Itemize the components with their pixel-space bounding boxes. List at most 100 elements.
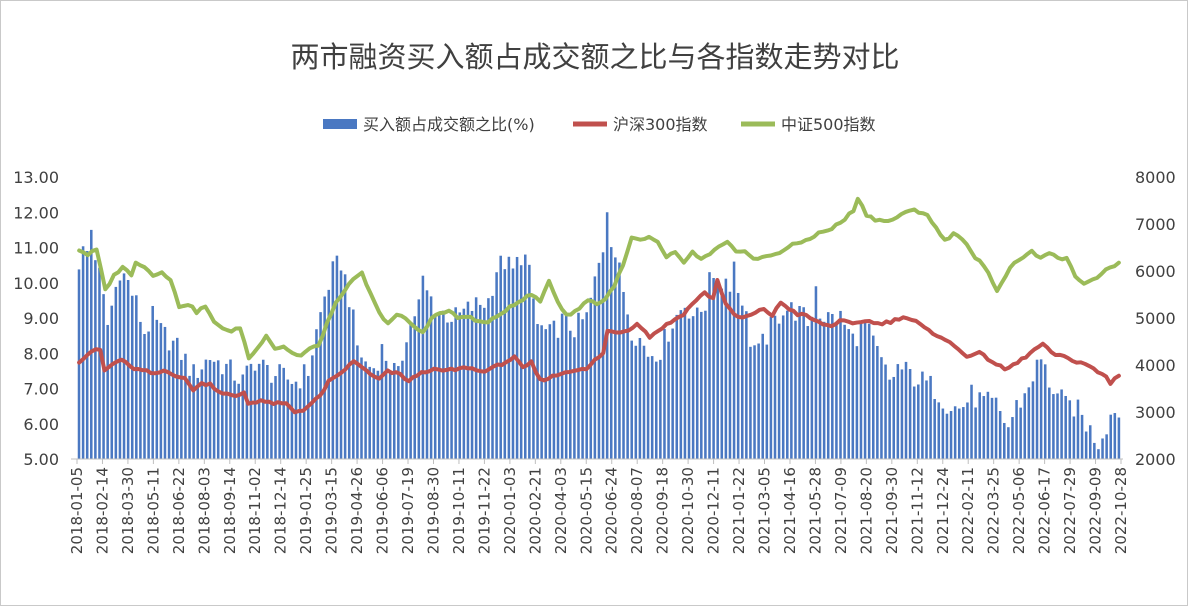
bar — [1093, 442, 1096, 459]
x-tick-label: 2020-06-24 — [603, 467, 621, 554]
bar — [1015, 400, 1018, 459]
y-left-tick-label: 5.00 — [23, 450, 59, 469]
bar — [786, 310, 789, 459]
bar — [1048, 387, 1051, 459]
bar — [286, 379, 290, 459]
bar — [814, 286, 818, 459]
y-axis-right: 8000 7000 6000 5000 4000 3000 2000 — [1135, 168, 1176, 469]
bar — [880, 357, 883, 459]
bar — [855, 346, 859, 459]
y-left-tick-label: 11.00 — [13, 239, 59, 258]
bar — [454, 307, 457, 459]
bar — [405, 342, 408, 459]
bar — [851, 333, 855, 459]
bar — [536, 324, 539, 459]
bar — [208, 360, 212, 459]
bar — [196, 377, 200, 459]
bar — [609, 247, 613, 459]
y-left-tick-label: 7.00 — [23, 380, 59, 399]
bar — [491, 295, 494, 459]
bar — [1105, 434, 1108, 459]
bar — [1027, 387, 1031, 459]
bar — [544, 329, 548, 459]
bar — [589, 297, 593, 459]
bar — [986, 391, 990, 459]
bar — [826, 312, 830, 459]
bar — [1011, 417, 1014, 459]
bar — [663, 328, 666, 459]
line-zz500 — [77, 196, 1121, 361]
bar — [397, 366, 400, 459]
bar — [233, 380, 236, 459]
bar — [548, 324, 552, 459]
bar — [507, 256, 511, 459]
bar — [634, 345, 638, 459]
bar — [982, 396, 986, 459]
bar — [474, 297, 478, 459]
bar — [429, 296, 433, 459]
bar — [642, 345, 646, 459]
bar — [143, 334, 146, 459]
bar — [773, 315, 777, 459]
bar — [769, 317, 773, 459]
x-tick-label: 2018-02-14 — [93, 467, 111, 554]
bar — [704, 310, 707, 459]
bar — [540, 325, 543, 459]
bar — [106, 324, 109, 459]
y-right-tick-label: 6000 — [1135, 262, 1176, 281]
bar — [745, 311, 748, 459]
bar — [712, 278, 715, 459]
bar — [962, 407, 965, 459]
bar — [307, 375, 310, 459]
bar — [1101, 438, 1104, 459]
x-axis: 2018-01-05 2018-02-14 2018-03-30 2018-05-11… — [68, 459, 1130, 554]
bar — [438, 311, 441, 459]
bar — [401, 360, 404, 459]
x-tick-label: 2021-09-30 — [883, 467, 901, 554]
bar — [937, 402, 941, 459]
bar — [618, 262, 621, 459]
bar — [1109, 414, 1112, 459]
bar — [278, 364, 281, 459]
bar — [822, 321, 826, 459]
bar — [597, 262, 601, 459]
bar — [831, 313, 834, 459]
bar — [630, 340, 633, 459]
y-right-tick-label: 5000 — [1135, 309, 1176, 328]
bar — [1056, 393, 1059, 459]
bar — [225, 363, 228, 459]
bar — [433, 314, 437, 459]
bar — [446, 322, 449, 459]
bar — [970, 384, 973, 459]
bar — [720, 288, 724, 459]
y-left-tick-label: 12.00 — [13, 203, 59, 222]
bar — [81, 246, 85, 459]
bar — [188, 375, 191, 459]
bar — [790, 302, 793, 459]
bar — [1039, 359, 1043, 459]
bar — [249, 363, 253, 459]
bar — [1035, 359, 1039, 459]
x-tick-label: 2018-12-14 — [272, 467, 290, 554]
x-tick-label: 2018-08-03 — [195, 467, 213, 554]
bar — [241, 374, 245, 459]
bar — [552, 320, 556, 459]
y-right-tick-label: 7000 — [1135, 215, 1176, 234]
bar — [622, 291, 625, 459]
bar — [700, 311, 703, 459]
bar — [585, 312, 588, 459]
bar — [818, 318, 822, 459]
bar — [470, 310, 474, 459]
bar — [1088, 425, 1092, 459]
bar — [646, 356, 650, 459]
x-tick-label: 2022-10-28 — [1112, 467, 1130, 554]
bar — [347, 307, 351, 459]
bar — [933, 399, 936, 459]
bar — [957, 408, 961, 459]
bar — [524, 254, 527, 459]
x-tick-label: 2019-06-06 — [374, 467, 392, 554]
bar — [929, 375, 932, 459]
bar — [413, 316, 416, 459]
bar — [626, 314, 629, 459]
bar — [708, 272, 711, 459]
